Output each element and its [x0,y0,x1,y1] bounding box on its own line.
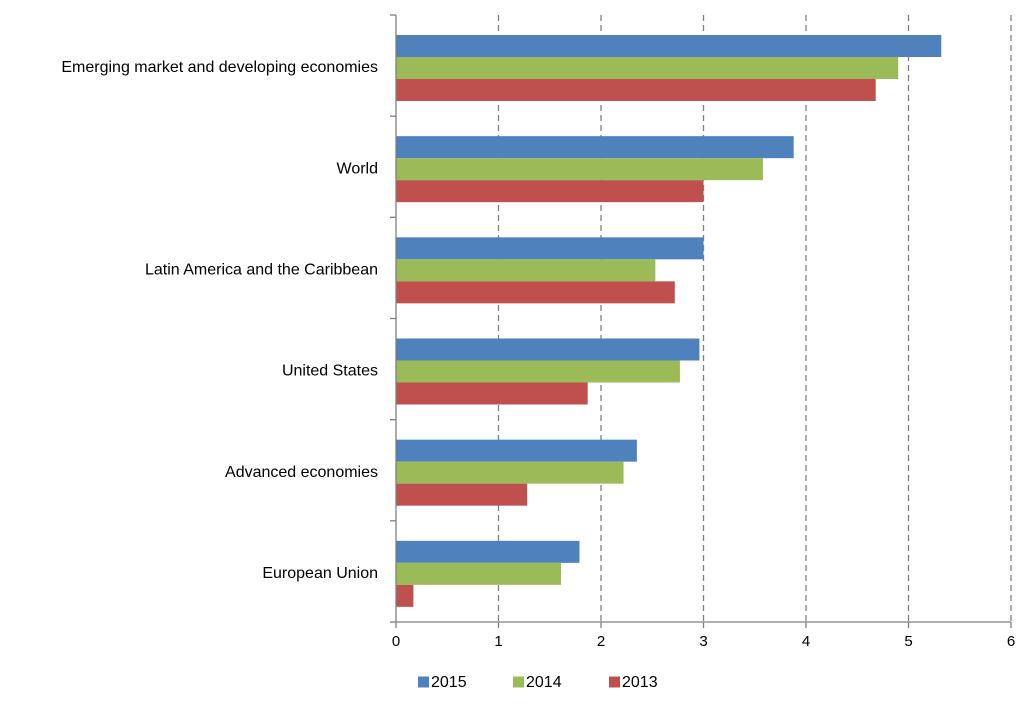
x-tick-label-2: 2 [597,633,605,650]
bar-world-2015 [396,136,794,159]
x-tick-label-1: 1 [494,633,502,650]
bars [396,35,942,607]
gridlines [497,15,1012,622]
bar-advanced-economies-2014 [396,461,624,484]
category-label-united-states: United States [282,363,378,380]
x-tick-label-3: 3 [699,633,707,650]
legend: 2015 2014 2013 [418,674,658,691]
legend-label-2013: 2013 [622,674,658,691]
axes [390,14,1012,628]
category-label-emerging-market-and-developing-economies: Emerging market and developing economies [61,59,378,76]
x-tick-label-0: 0 [392,633,400,650]
bar-latin-america-and-the-caribbean-2013 [396,281,675,304]
bar-latin-america-and-the-caribbean-2014 [396,259,656,282]
labels: Emerging market and developing economies… [61,59,1015,650]
bar-european-union-2014 [396,562,562,585]
bar-united-states-2015 [396,338,700,361]
bar-emerging-market-and-developing-economies-2014 [396,57,899,79]
category-label-european-union: European Union [262,565,378,582]
legend-label-2014: 2014 [526,674,562,691]
x-tick-label-6: 6 [1007,633,1015,650]
category-label-world: World [337,160,379,177]
legend-label-2015: 2015 [431,674,467,691]
x-tick-label-5: 5 [904,633,912,650]
bar-advanced-economies-2015 [396,439,637,462]
x-tick-label-4: 4 [802,633,810,650]
bar-advanced-economies-2013 [396,483,528,506]
bar-world-2013 [396,180,704,203]
bar-emerging-market-and-developing-economies-2015 [396,35,942,57]
legend-swatch-2014 [513,676,524,688]
legend-swatch-2013 [609,676,620,688]
bar-european-union-2015 [396,540,580,563]
category-label-advanced-economies: Advanced economies [225,464,378,481]
legend-swatch-2015 [418,676,429,688]
bar-emerging-market-and-developing-economies-2013 [396,79,876,101]
bar-world-2014 [396,158,763,181]
bar-united-states-2013 [396,382,588,405]
bar-european-union-2013 [396,584,414,607]
category-label-latin-america-and-the-caribbean: Latin America and the Caribbean [145,262,378,279]
bar-united-states-2014 [396,360,680,383]
bar-latin-america-and-the-caribbean-2015 [396,237,704,260]
